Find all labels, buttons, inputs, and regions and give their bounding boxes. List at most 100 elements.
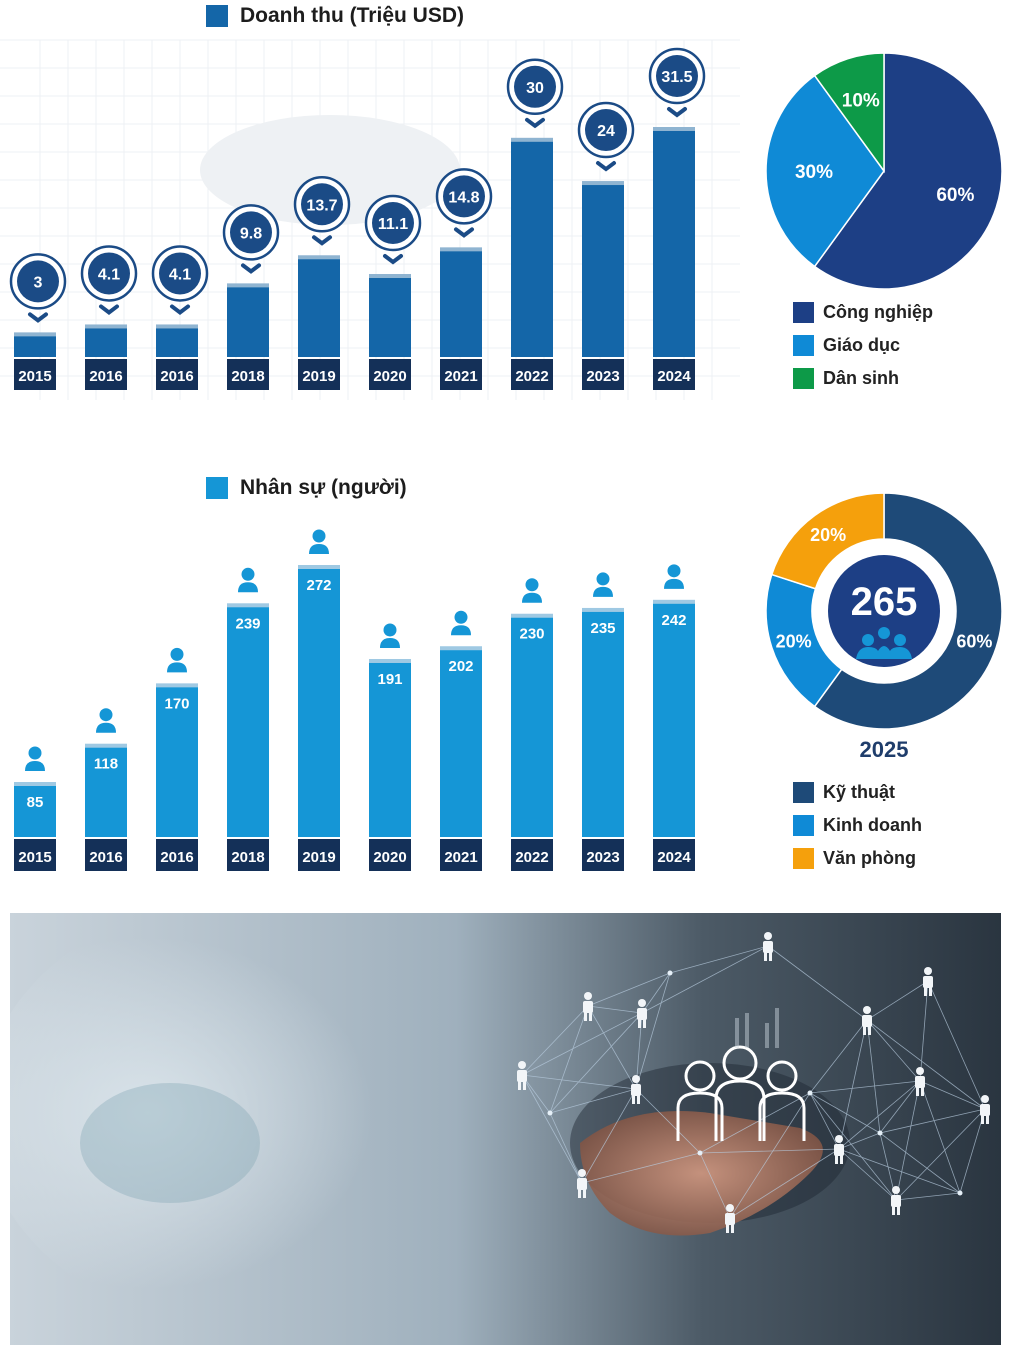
person-icon: [167, 647, 187, 673]
person-icon: [763, 932, 773, 961]
value-label: 239: [235, 615, 260, 632]
staff-bar: [369, 661, 411, 837]
staff-bar-group: 230 2022: [511, 578, 553, 871]
staff-bar-cap: [227, 603, 269, 608]
legend-item-van-phong: Văn phòng: [793, 842, 922, 875]
legend-label-dan-sinh: Dân sinh: [823, 368, 900, 388]
year-label: 2018: [231, 368, 264, 385]
year-label: 2021: [444, 368, 477, 385]
value-bubble: [656, 55, 698, 97]
staff-bar-group: 170 2016: [156, 647, 198, 871]
year-box: [511, 839, 553, 871]
revenue-bar: [227, 286, 269, 357]
revenue-bar: [440, 250, 482, 357]
value-label: 242: [661, 612, 686, 629]
donut-slice: [813, 492, 1003, 730]
year-label: 2020: [373, 849, 406, 866]
revenue-bar-group: 2019 13.7: [293, 176, 351, 390]
donut-center: [828, 555, 940, 667]
chevron-down-icon: [383, 254, 403, 265]
value-label: 4.1: [98, 266, 120, 283]
staff-bar: [85, 746, 127, 837]
year-label: 2015: [18, 849, 51, 866]
year-box: [14, 359, 56, 390]
revenue-bar-cap: [227, 283, 269, 288]
staff-bar-group: 272 2019: [298, 529, 340, 871]
revenue-bar-cap: [298, 255, 340, 260]
person-icon: [891, 1186, 901, 1215]
person-icon: [238, 567, 258, 593]
chevron-down-icon: [312, 235, 332, 246]
revenue-bar: [511, 140, 553, 357]
year-box: [369, 839, 411, 871]
staff-bar-chart: 85 2015 118 2016 170 2016 239 2018 272 2019 191 202…: [14, 529, 695, 871]
legend-item-dan-sinh: Dân sinh: [793, 362, 933, 395]
year-box: [85, 359, 127, 390]
value-bubble: [372, 202, 414, 245]
value-bubble: [585, 109, 627, 152]
value-label: 31.5: [661, 69, 692, 86]
year-box: [156, 839, 198, 871]
revenue-bar-group: 2016 4.1: [80, 245, 138, 390]
revenue-bar: [653, 130, 695, 357]
value-label: 85: [27, 794, 44, 811]
legend-swatch-giao-duc: [793, 335, 814, 356]
value-label: 170: [164, 695, 189, 712]
year-box: [298, 839, 340, 871]
legend-swatch-kinh-doanh: [793, 815, 814, 836]
staff-legend-label: Nhân sự (người): [240, 476, 407, 499]
chevron-down-icon: [28, 312, 48, 323]
year-label: 2016: [89, 368, 122, 385]
donut-slice-label: 20%: [776, 631, 812, 651]
revenue-bar-cap: [369, 274, 411, 279]
donut-slice: [770, 492, 885, 590]
revenue-bar: [298, 258, 340, 357]
staff-bar: [653, 602, 695, 837]
year-label: 2022: [515, 849, 548, 866]
legend-label-giao-duc: Giáo dục: [823, 335, 901, 355]
revenue-bar-group: 2022 30: [506, 58, 564, 390]
value-bubble: [230, 211, 272, 254]
staff-bar-cap: [85, 743, 127, 748]
chevron-down-icon: [454, 227, 474, 238]
person-icon: [725, 1204, 735, 1233]
chevron-down-icon: [667, 107, 687, 118]
year-box: [511, 359, 553, 390]
staff-bar: [14, 785, 56, 837]
year-label: 2016: [160, 849, 193, 866]
year-label: 2022: [515, 368, 548, 385]
value-label: 191: [377, 671, 402, 688]
value-label: 235: [590, 620, 615, 637]
value-label: 230: [519, 626, 544, 643]
revenue-bar: [582, 184, 624, 357]
revenue-bar-group: 2016 4.1: [151, 245, 209, 390]
person-icon: [664, 564, 684, 589]
year-label: 2021: [444, 849, 477, 866]
person-icon: [915, 1067, 925, 1096]
value-label: 9.8: [240, 225, 262, 242]
staff-bar-group: 235 2023: [582, 572, 624, 871]
revenue-bar: [156, 327, 198, 357]
chevron-down-icon: [170, 304, 190, 315]
value-bubble: [88, 252, 130, 295]
revenue-bar-cap: [440, 247, 482, 252]
revenue-legend-label: Doanh thu (Triệu USD): [240, 4, 464, 27]
pie-slice-label: 60%: [936, 185, 974, 206]
revenue-pie-legend: Công nghiệp Giáo dục Dân sinh: [793, 296, 933, 395]
revenue-bar-cap: [156, 324, 198, 329]
year-box: [653, 839, 695, 871]
person-icon: [631, 1075, 641, 1104]
revenue-bar-group: 2024 31.5: [648, 47, 706, 390]
year-label: 2018: [231, 849, 264, 866]
staff-bar: [227, 606, 269, 837]
pie-slice: [813, 52, 1003, 290]
staff-bar-group: 202 2021: [440, 610, 482, 871]
year-label: 2024: [657, 368, 691, 385]
year-box: [156, 359, 198, 390]
person-icon: [96, 708, 116, 733]
staff-legend-title: Nhân sự (người): [206, 476, 407, 500]
staff-bar: [582, 610, 624, 837]
revenue-bar-cap: [511, 137, 553, 142]
value-label: 30: [526, 80, 544, 97]
year-label: 2019: [302, 368, 335, 385]
